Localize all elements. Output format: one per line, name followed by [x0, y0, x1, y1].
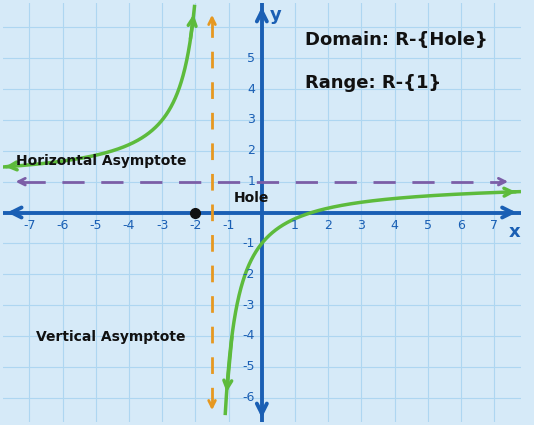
Text: 1: 1 [247, 175, 255, 188]
Text: Domain: R-{Hole}: Domain: R-{Hole} [305, 31, 488, 48]
Text: 6: 6 [457, 219, 465, 232]
Text: -7: -7 [23, 219, 36, 232]
Text: -1: -1 [223, 219, 235, 232]
Text: Horizontal Asymptote: Horizontal Asymptote [16, 154, 186, 168]
Text: 3: 3 [247, 113, 255, 127]
Text: -4: -4 [123, 219, 135, 232]
Text: -2: -2 [243, 268, 255, 280]
Text: -1: -1 [243, 237, 255, 250]
Text: Range: R-{1}: Range: R-{1} [305, 74, 441, 92]
Text: -5: -5 [242, 360, 255, 373]
Text: 5: 5 [247, 52, 255, 65]
Text: -3: -3 [156, 219, 168, 232]
Text: -4: -4 [243, 329, 255, 343]
Text: -5: -5 [90, 219, 102, 232]
Text: Vertical Asymptote: Vertical Asymptote [36, 330, 185, 344]
Text: 7: 7 [490, 219, 498, 232]
Text: Hole: Hole [233, 191, 269, 205]
Text: y: y [270, 6, 282, 24]
Text: 2: 2 [247, 144, 255, 157]
Text: -3: -3 [243, 298, 255, 312]
Text: 4: 4 [247, 82, 255, 96]
Text: 2: 2 [324, 219, 332, 232]
Text: -6: -6 [243, 391, 255, 404]
Text: 5: 5 [424, 219, 432, 232]
Text: x: x [508, 223, 520, 241]
Text: 3: 3 [358, 219, 365, 232]
Text: 4: 4 [391, 219, 399, 232]
Text: -6: -6 [57, 219, 69, 232]
Text: -2: -2 [189, 219, 202, 232]
Text: 1: 1 [291, 219, 299, 232]
